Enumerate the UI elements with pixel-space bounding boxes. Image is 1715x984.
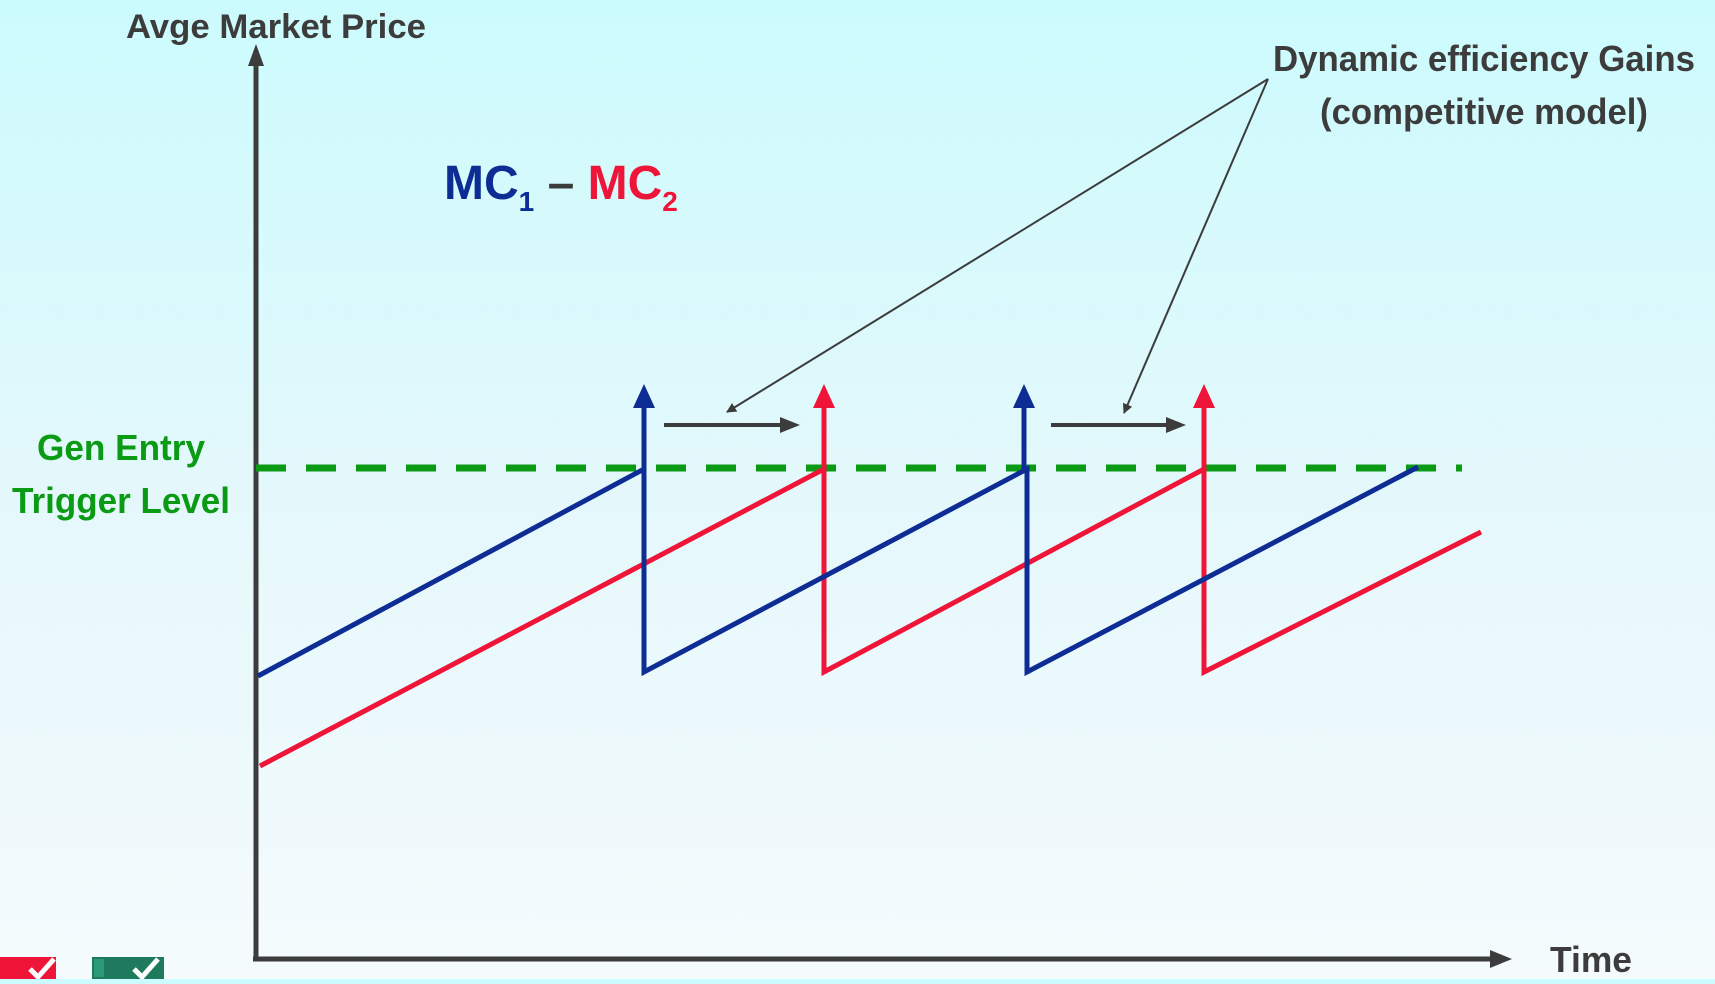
mc1-legend-sub: 1 <box>519 186 535 217</box>
mc1-entry-arrows <box>633 384 1035 469</box>
mc2-legend-sub: 2 <box>662 186 678 217</box>
trigger-label-line-2: Trigger Level <box>12 480 230 521</box>
gain-arrows <box>664 417 1186 433</box>
mc1-legend-base: MC <box>444 157 519 210</box>
annotation-line-2: (competitive model) <box>1320 91 1648 132</box>
mc2-legend-base: MC <box>588 157 663 210</box>
mc2-entry-arrows <box>813 384 1215 469</box>
callout-pointers <box>726 78 1269 414</box>
mc1-sawtooth-line <box>256 464 1420 679</box>
mc-legend: MC1 – MC2 <box>444 157 678 217</box>
axes <box>248 44 1512 968</box>
mc2-sawtooth-line <box>258 464 1483 769</box>
annotation-line-1: Dynamic efficiency Gains <box>1273 38 1695 79</box>
callout-pointer-2 <box>1122 78 1269 414</box>
y-axis-arrowhead <box>248 44 264 66</box>
mc2-entry-arrowhead-2 <box>1193 384 1215 408</box>
legend-separator: – <box>534 157 587 210</box>
green-check-icon <box>92 957 164 981</box>
green-check-logo <box>92 955 164 981</box>
red-check-logo <box>0 955 62 981</box>
x-axis-label: Time <box>1550 939 1632 979</box>
gain-arrowhead-1 <box>780 417 800 433</box>
mc2-entry-arrowhead-1 <box>813 384 835 408</box>
mc1-entry-arrowhead-2 <box>1013 384 1035 408</box>
trigger-label-line-1: Gen Entry <box>37 427 205 468</box>
red-check-icon <box>0 957 56 981</box>
x-axis-arrowhead <box>1490 950 1512 968</box>
y-axis-label: Avge Market Price <box>126 8 426 46</box>
mc1-entry-arrowhead-1 <box>633 384 655 408</box>
callout-pointer-1 <box>726 78 1269 413</box>
gain-arrowhead-2 <box>1166 417 1186 433</box>
